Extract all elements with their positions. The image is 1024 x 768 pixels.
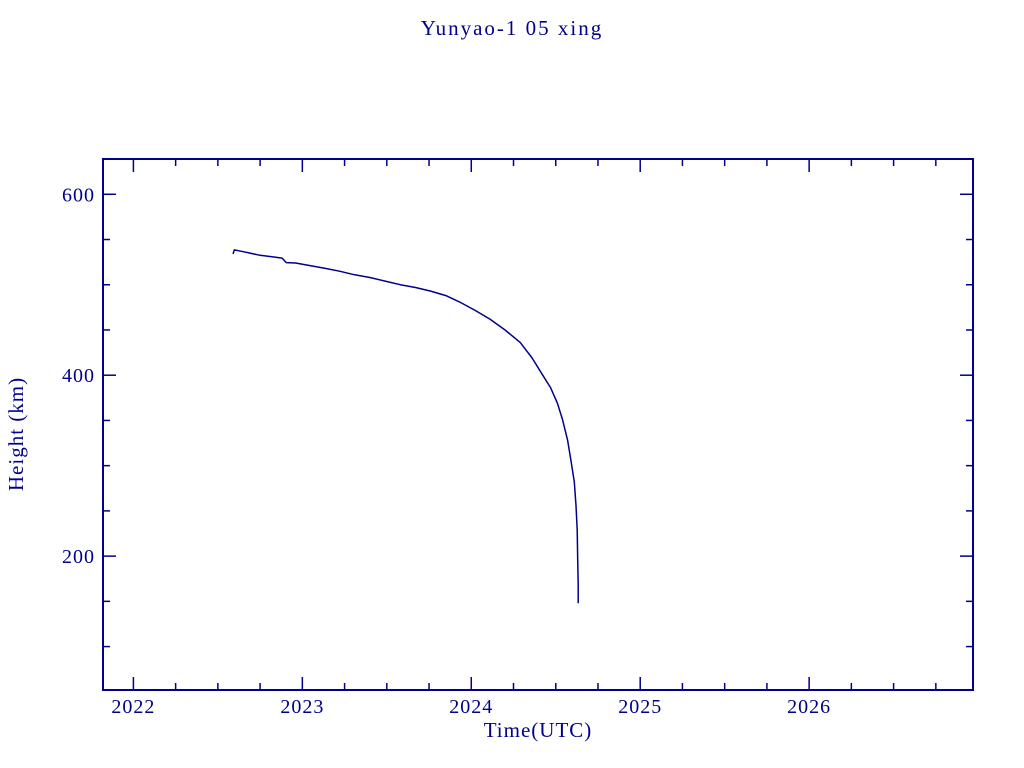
x-tick-label: 2026 bbox=[787, 696, 831, 718]
y-tick-label: 600 bbox=[62, 184, 95, 206]
chart-title: Yunyao-1 05 xing bbox=[420, 16, 604, 40]
x-tick-label: 2025 bbox=[618, 696, 662, 718]
x-tick-label: 2024 bbox=[449, 696, 493, 718]
y-axis-label: Height (km) bbox=[4, 376, 28, 492]
y-tick-label: 200 bbox=[62, 546, 95, 568]
height-decay-curve bbox=[232, 249, 579, 604]
x-axis-label: Time(UTC) bbox=[483, 718, 593, 742]
plot-frame bbox=[102, 158, 974, 691]
x-tick-label: 2022 bbox=[111, 696, 155, 718]
y-tick-label: 400 bbox=[62, 365, 95, 387]
x-tick-label: 2023 bbox=[280, 696, 324, 718]
